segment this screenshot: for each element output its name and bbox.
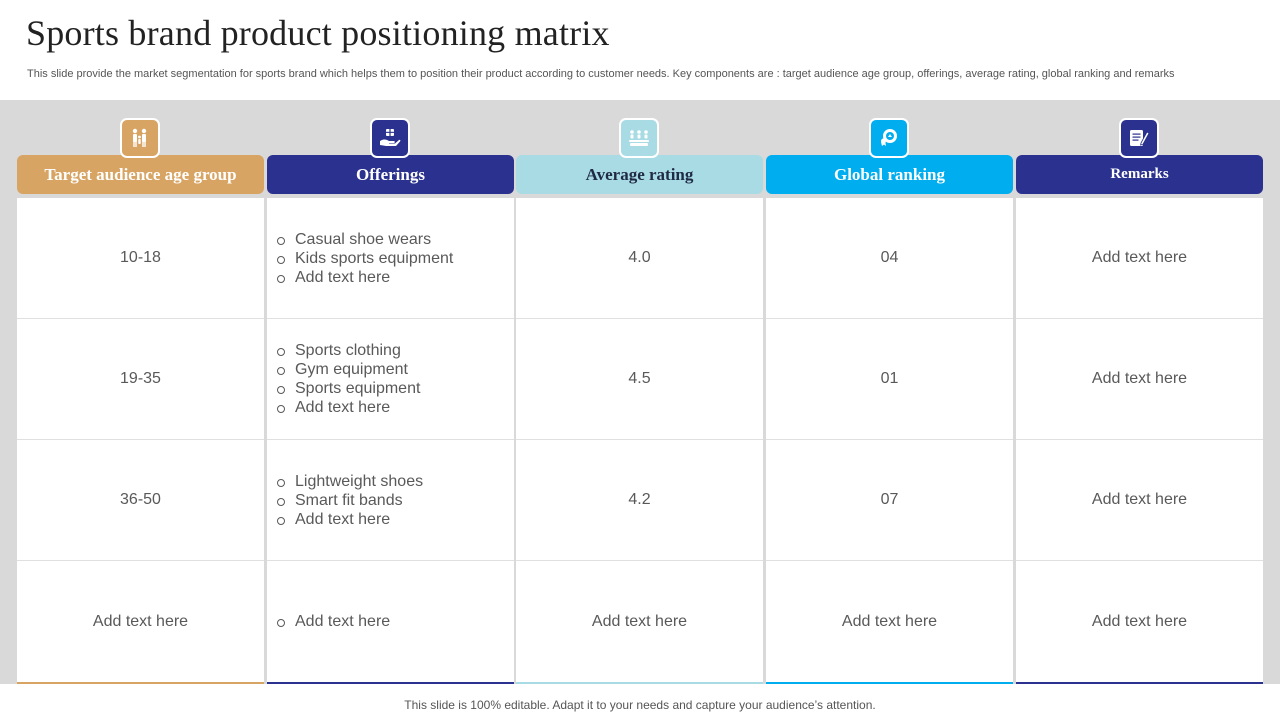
cell-rating: 4.0 (516, 198, 763, 319)
page-subtitle: This slide provide the market segmentati… (27, 68, 1175, 80)
column-underline (17, 682, 264, 684)
cell-offerings: Sports clothing Gym equipment Sports equ… (267, 319, 514, 440)
cell-remarks: Add text here (1016, 440, 1263, 561)
list-item: Sports equipment (277, 379, 420, 398)
column-rating: Average rating 4.0 4.5 4.2 Add text here (516, 100, 763, 684)
cell-ranking: 01 (766, 319, 1013, 440)
column-underline (766, 682, 1013, 684)
list-item: Add text here (277, 510, 423, 529)
cell-offerings: Add text here (267, 561, 514, 682)
column-underline (516, 682, 763, 684)
cell-remarks: Add text here (1016, 319, 1263, 440)
header-age-group: Target audience age group (17, 155, 264, 194)
list-item: Smart fit bands (277, 491, 423, 510)
column-remarks: Remarks Add text here Add text here Add … (1016, 100, 1263, 684)
offerings-list: Casual shoe wears Kids sports equipment … (277, 230, 453, 287)
column-body-rating: 4.0 4.5 4.2 Add text here (516, 198, 763, 684)
list-item: Lightweight shoes (277, 472, 423, 491)
notes-pencil-icon (1119, 118, 1159, 158)
cell-remarks: Add text here (1016, 198, 1263, 319)
header-offerings: Offerings (267, 155, 514, 194)
column-body-remarks: Add text here Add text here Add text her… (1016, 198, 1263, 684)
list-item: Add text here (277, 268, 453, 287)
footer-note: This slide is 100% editable. Adapt it to… (404, 698, 876, 712)
cell-ranking: 04 (766, 198, 1013, 319)
cell-remarks: Add text here (1091, 612, 1188, 630)
list-item: Sports clothing (277, 341, 420, 360)
cell-rating: 4.5 (516, 319, 763, 440)
header-remarks: Remarks (1016, 155, 1263, 194)
column-body-offerings: Casual shoe wears Kids sports equipment … (267, 198, 514, 684)
list-item: Casual shoe wears (277, 230, 453, 249)
list-item: Add text here (277, 612, 390, 631)
hand-gift-icon (370, 118, 410, 158)
header-rating: Average rating (516, 155, 763, 194)
column-body-ranking: 04 01 07 Add text here (766, 198, 1013, 684)
audience-group-icon (619, 118, 659, 158)
offerings-list: Lightweight shoes Smart fit bands Add te… (277, 472, 423, 529)
column-body-age: 10-18 19-35 36-50 Add text here (17, 198, 264, 684)
family-icon (120, 118, 160, 158)
offerings-list: Sports clothing Gym equipment Sports equ… (277, 341, 420, 417)
cell-offerings: Lightweight shoes Smart fit bands Add te… (267, 440, 514, 561)
cell-ranking: 07 (766, 440, 1013, 561)
cell-age: Add text here (92, 612, 189, 630)
cell-age: 19-35 (17, 319, 264, 440)
list-item: Kids sports equipment (277, 249, 453, 268)
award-badge-icon (869, 118, 909, 158)
column-underline (267, 682, 514, 684)
cell-age: 36-50 (17, 440, 264, 561)
column-ranking: Global ranking 04 01 07 Add text here (766, 100, 1013, 684)
cell-age: 10-18 (17, 198, 264, 319)
list-item: Add text here (277, 398, 420, 417)
cell-rating: 4.2 (516, 440, 763, 561)
offerings-list: Add text here (277, 612, 390, 631)
page-title: Sports brand product positioning matrix (26, 13, 610, 53)
cell-rating: Add text here (591, 612, 688, 630)
column-age-group: Target audience age group 10-18 19-35 36… (17, 100, 264, 684)
cell-offerings: Casual shoe wears Kids sports equipment … (267, 198, 514, 319)
column-offerings: Offerings Casual shoe wears Kids sports … (267, 100, 514, 684)
list-item: Gym equipment (277, 360, 420, 379)
cell-ranking: Add text here (841, 612, 938, 630)
header-ranking: Global ranking (766, 155, 1013, 194)
column-underline (1016, 682, 1263, 684)
